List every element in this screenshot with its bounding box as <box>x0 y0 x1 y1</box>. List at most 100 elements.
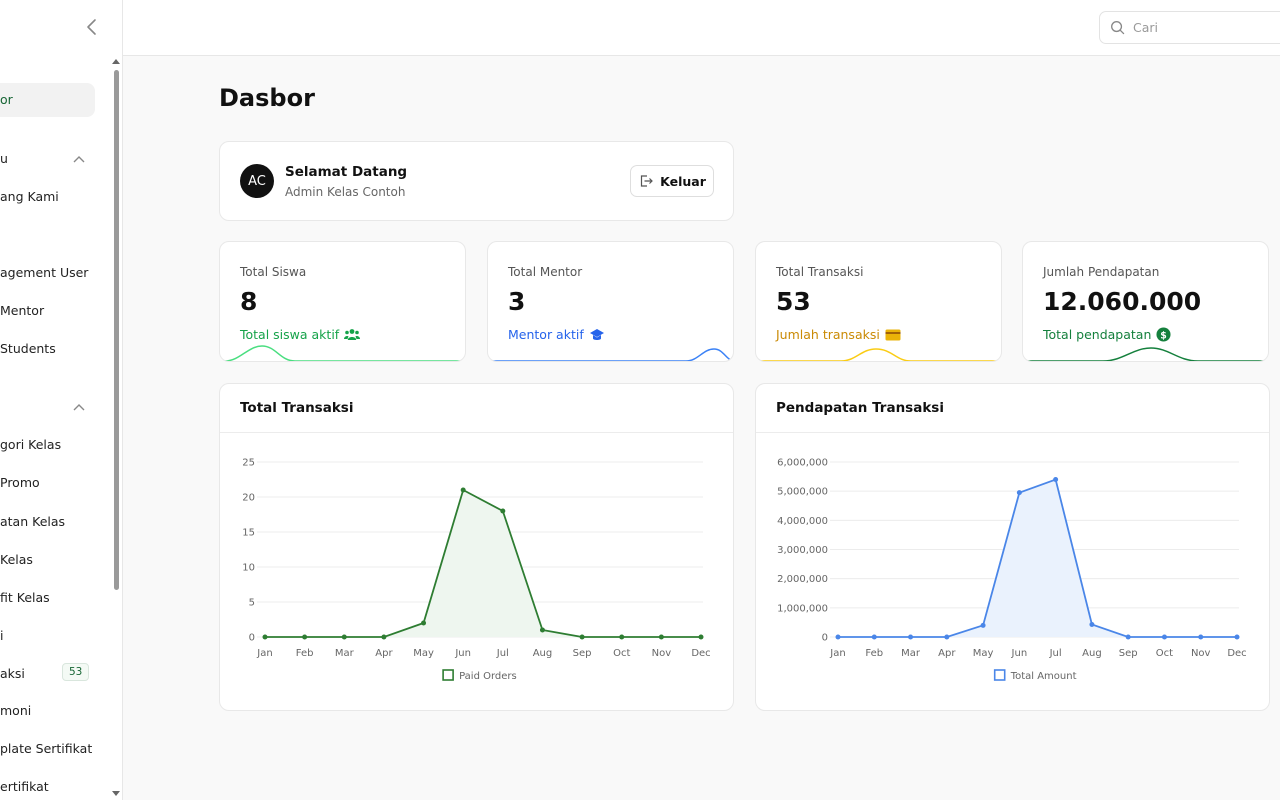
stat-card-total-siswa: Total Siswa 8 Total siswa aktif <box>219 241 466 362</box>
series-line <box>838 478 1237 638</box>
data-point <box>262 634 268 640</box>
chevron-left-icon[interactable] <box>84 18 100 36</box>
x-tick-label: Nov <box>1191 648 1211 659</box>
x-tick-label: Aug <box>1082 648 1102 659</box>
dollar-circle-icon: $ <box>1156 327 1171 342</box>
stat-subtitle: Total pendapatan $ <box>1043 327 1171 342</box>
y-tick-label: 3,000,000 <box>777 545 828 556</box>
users-icon <box>344 329 361 340</box>
sidebar-item[interactable]: i <box>0 628 4 643</box>
sidebar-item[interactable]: aksi <box>0 666 25 681</box>
sidebar-item[interactable]: Students <box>0 341 56 356</box>
welcome-subtitle: Admin Kelas Contoh <box>285 185 406 199</box>
legend-swatch <box>993 669 1006 681</box>
data-point <box>1125 634 1131 640</box>
stat-card-total-mentor: Total Mentor 3 Mentor aktif <box>487 241 734 362</box>
stat-sparkline <box>493 348 733 361</box>
graduation-cap-icon <box>589 328 604 340</box>
data-point <box>944 634 950 640</box>
sidebar-item[interactable]: Mentor <box>0 303 45 318</box>
x-tick-label: Sep <box>1119 648 1138 659</box>
data-point <box>871 634 877 640</box>
sidebar-item[interactable]: ang Kami <box>0 189 59 204</box>
stat-sparkline <box>1028 347 1265 361</box>
stat-label: Jumlah Pendapatan <box>1043 265 1160 279</box>
series-area <box>265 490 701 637</box>
pendapatan-area-chart: 0 1,000,000 2,000,000 3,000,000 4,000,000 5,0… <box>777 458 1247 683</box>
series-line <box>265 488 701 638</box>
data-point <box>381 634 387 640</box>
search-box[interactable] <box>1099 11 1280 44</box>
page-title: Dasbor <box>219 84 315 112</box>
stat-card-total-transaksi: Total Transaksi 53 Jumlah transaksi <box>755 241 1002 362</box>
logout-icon <box>641 175 653 187</box>
data-point <box>302 634 308 640</box>
y-tick-label: 0 <box>822 633 828 644</box>
x-tick-label: Apr <box>375 648 393 659</box>
x-tick-label: Apr <box>938 648 956 659</box>
scrollbar-thumb[interactable] <box>114 70 119 590</box>
transaksi-count-badge: 53 <box>62 663 90 681</box>
sidebar-item[interactable]: fit Kelas <box>0 590 50 605</box>
sidebar-item[interactable]: agement User <box>0 265 89 280</box>
chevron-up-icon[interactable] <box>73 155 85 163</box>
chart-header: Pendapatan Transaksi <box>756 384 1269 433</box>
legend-swatch <box>442 669 454 681</box>
y-tick-label: 10 <box>242 563 255 574</box>
chart-header: Total Transaksi <box>220 384 733 433</box>
welcome-card: AC Selamat Datang Admin Kelas Contoh Kel… <box>219 141 734 221</box>
stat-value: 53 <box>776 287 811 316</box>
search-icon <box>1111 21 1125 35</box>
data-point <box>421 620 427 626</box>
sidebar-item[interactable]: or <box>0 92 13 107</box>
scroll-down-arrow-icon[interactable] <box>112 791 120 796</box>
data-point <box>1016 490 1022 496</box>
sidebar-item[interactable]: moni <box>0 703 32 718</box>
data-point <box>908 634 914 640</box>
stat-subtitle-text: Mentor aktif <box>508 327 584 342</box>
topbar <box>123 0 1280 56</box>
data-point <box>698 634 704 640</box>
stat-subtitle: Total siswa aktif <box>240 327 361 342</box>
scroll-up-arrow-icon[interactable] <box>112 59 120 64</box>
chevron-up-icon[interactable] <box>73 403 85 411</box>
y-tick-label: 5 <box>249 598 255 609</box>
data-point <box>1198 634 1204 640</box>
search-input[interactable] <box>1133 20 1273 35</box>
stat-subtitle: Mentor aktif <box>508 327 605 342</box>
chart-title: Pendapatan Transaksi <box>776 400 944 416</box>
legend-label: Total Amount <box>1010 671 1077 682</box>
stat-label: Total Siswa <box>240 265 307 279</box>
logout-button[interactable]: Keluar <box>630 165 714 197</box>
stat-value: 12.060.000 <box>1043 287 1202 316</box>
sidebar-item[interactable]: ertifikat <box>0 779 49 794</box>
chart-card-total-transaksi: Total Transaksi 0 5 10 15 20 25 Jan Feb Mar Apr Ma… <box>219 383 734 711</box>
data-point <box>1053 477 1059 482</box>
data-point <box>658 634 664 640</box>
x-tick-label: Dec <box>691 648 710 659</box>
stat-value: 8 <box>240 287 258 316</box>
sidebar-item[interactable]: plate Sertifikat <box>0 741 93 756</box>
sidebar-item[interactable]: atan Kelas <box>0 514 66 529</box>
y-tick-label: 2,000,000 <box>777 574 828 585</box>
data-point <box>460 487 466 493</box>
data-point <box>980 622 986 628</box>
sidebar-item[interactable]: gori Kelas <box>0 437 62 452</box>
x-tick-label: Jan <box>256 648 272 659</box>
stat-card-jumlah-pendapatan: Jumlah Pendapatan 12.060.000 Total penda… <box>1022 241 1269 362</box>
stat-subtitle: Jumlah transaksi <box>776 327 901 342</box>
sidebar-item[interactable]: u <box>0 151 8 166</box>
chart-card-pendapatan-transaksi: Pendapatan Transaksi 0 1,000,000 2,000,000… <box>755 383 1270 711</box>
x-tick-label: Mar <box>335 648 355 659</box>
y-tick-label: 20 <box>242 493 255 504</box>
x-tick-label: Jun <box>454 648 471 659</box>
x-tick-label: Sep <box>573 648 592 659</box>
transaksi-area-chart: 0 5 10 15 20 25 Jan Feb Mar Apr May Jun Jul Aug Sep Oct… <box>242 458 710 683</box>
sidebar-active-highlight <box>0 83 95 117</box>
sidebar-item[interactable]: Promo <box>0 475 40 490</box>
x-tick-label: Feb <box>296 648 314 659</box>
data-point <box>539 627 545 633</box>
stat-sparkline <box>224 345 462 361</box>
data-point <box>619 634 625 640</box>
sidebar-item[interactable]: Kelas <box>0 552 33 567</box>
